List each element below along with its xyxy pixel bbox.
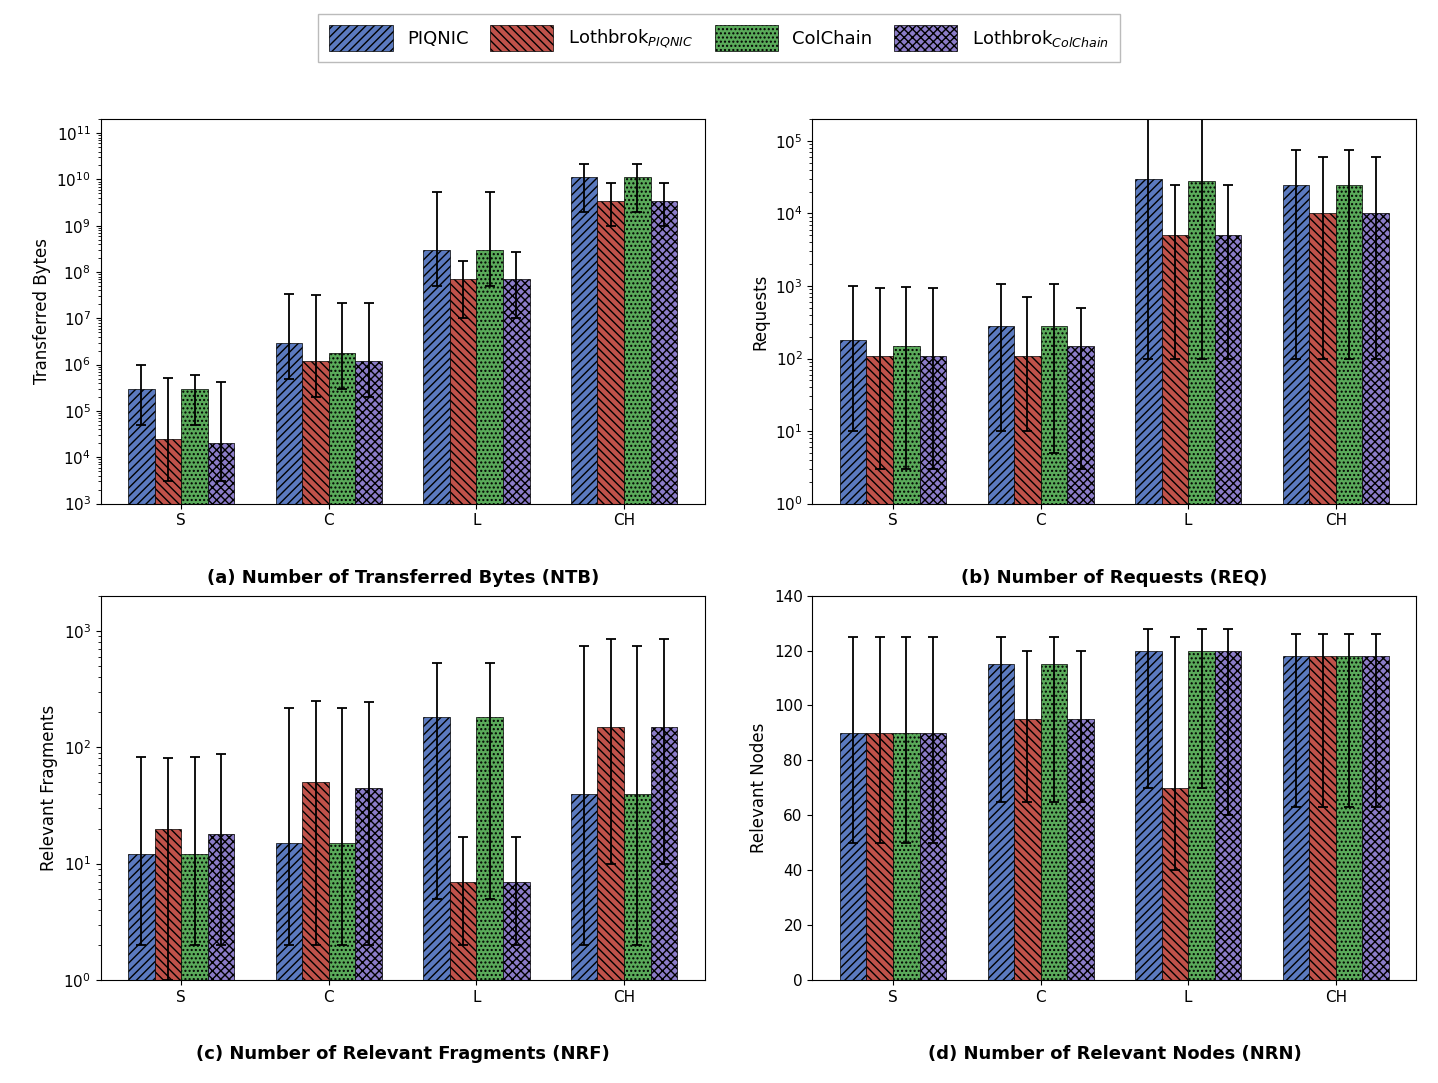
Y-axis label: Requests: Requests <box>752 273 769 350</box>
Bar <box>503 882 529 1083</box>
Bar <box>1162 788 1188 980</box>
Bar <box>624 794 650 1083</box>
Bar <box>423 717 450 1083</box>
Bar <box>1162 235 1188 1083</box>
Bar <box>1135 651 1162 980</box>
Bar <box>867 733 893 980</box>
Bar <box>155 828 181 1083</box>
Bar <box>1283 184 1309 1083</box>
Bar <box>181 854 209 1083</box>
Bar <box>355 787 383 1083</box>
Bar <box>1041 664 1067 980</box>
Bar <box>867 355 893 1083</box>
Bar <box>276 342 302 1083</box>
Bar <box>571 178 597 1083</box>
Bar <box>920 733 946 980</box>
Bar <box>1336 184 1362 1083</box>
Bar <box>181 389 209 1083</box>
Bar <box>476 250 503 1083</box>
Bar <box>423 250 450 1083</box>
Text: (a) Number of Transferred Bytes (NTB): (a) Number of Transferred Bytes (NTB) <box>207 569 598 587</box>
Bar <box>209 443 234 1083</box>
Legend: PIQNIC, Lothbrok$_{PIQNIC}$, ColChain, Lothbrok$_{ColChain}$: PIQNIC, Lothbrok$_{PIQNIC}$, ColChain, L… <box>318 14 1120 62</box>
Bar <box>329 353 355 1083</box>
Bar <box>1215 651 1241 980</box>
Y-axis label: Transferred Bytes: Transferred Bytes <box>33 238 50 384</box>
Bar <box>988 664 1014 980</box>
Bar <box>1283 656 1309 980</box>
Bar <box>650 727 677 1083</box>
Bar <box>571 794 597 1083</box>
Bar <box>209 834 234 1083</box>
Bar <box>302 782 329 1083</box>
Bar <box>329 844 355 1083</box>
Bar <box>988 326 1014 1083</box>
Y-axis label: Relevant Nodes: Relevant Nodes <box>751 722 768 853</box>
Bar <box>1309 213 1336 1083</box>
Text: (c) Number of Relevant Fragments (NRF): (c) Number of Relevant Fragments (NRF) <box>196 1045 610 1064</box>
Bar <box>840 733 867 980</box>
Bar <box>128 854 155 1083</box>
Bar <box>1041 326 1067 1083</box>
Bar <box>276 844 302 1083</box>
Bar <box>1014 719 1041 980</box>
Bar <box>597 727 624 1083</box>
Bar <box>1188 651 1215 980</box>
Bar <box>1135 179 1162 1083</box>
Bar <box>450 882 476 1083</box>
Bar <box>1067 345 1094 1083</box>
Bar <box>1309 656 1336 980</box>
Bar <box>503 279 529 1083</box>
Bar <box>893 345 920 1083</box>
Bar <box>893 733 920 980</box>
Text: (d) Number of Relevant Nodes (NRN): (d) Number of Relevant Nodes (NRN) <box>928 1045 1301 1064</box>
Y-axis label: Relevant Fragments: Relevant Fragments <box>40 705 58 871</box>
Bar <box>302 361 329 1083</box>
Bar <box>1188 181 1215 1083</box>
Bar <box>1215 235 1241 1083</box>
Bar <box>597 200 624 1083</box>
Bar <box>1336 656 1362 980</box>
Text: (b) Number of Requests (REQ): (b) Number of Requests (REQ) <box>961 569 1268 587</box>
Bar <box>650 200 677 1083</box>
Bar <box>355 361 383 1083</box>
Bar <box>920 355 946 1083</box>
Bar <box>1067 719 1094 980</box>
Bar <box>1362 656 1389 980</box>
Bar <box>1014 355 1041 1083</box>
Bar <box>476 717 503 1083</box>
Bar <box>840 340 867 1083</box>
Bar <box>1362 213 1389 1083</box>
Bar <box>128 389 155 1083</box>
Bar <box>155 439 181 1083</box>
Bar <box>450 279 476 1083</box>
Bar <box>624 178 650 1083</box>
